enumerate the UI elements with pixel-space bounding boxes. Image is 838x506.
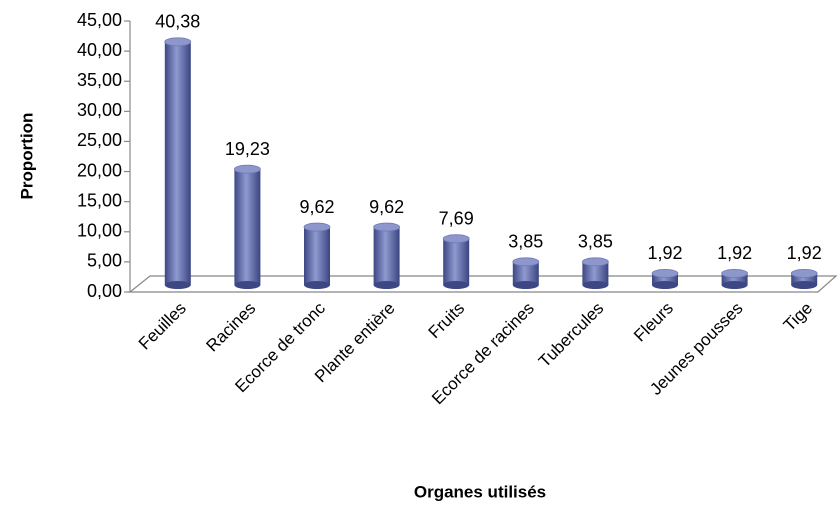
y-tick-label: 30,00 xyxy=(77,100,122,120)
y-tick-label: 40,00 xyxy=(77,40,122,60)
bar xyxy=(791,273,818,285)
y-tick-label: 45,00 xyxy=(77,10,122,30)
value-label: 40,38 xyxy=(155,12,200,32)
bar-top xyxy=(582,257,609,267)
floor xyxy=(128,275,838,293)
y-tick-label: 20,00 xyxy=(77,160,122,180)
bar-bottom xyxy=(304,281,330,289)
bar xyxy=(652,273,678,285)
bar-bottom xyxy=(791,281,818,289)
bar-top xyxy=(790,269,818,278)
x-tick-label: Tige xyxy=(780,299,816,335)
y-tick-label: 0,00 xyxy=(87,281,122,301)
bar-top xyxy=(442,234,470,244)
x-tick-label: Racines xyxy=(203,299,260,356)
value-label: 1,92 xyxy=(717,243,752,263)
bar-top xyxy=(651,269,679,278)
y-tick-label: 5,00 xyxy=(87,251,122,271)
value-label: 19,23 xyxy=(225,139,270,159)
bar xyxy=(234,169,261,285)
bar-top xyxy=(373,222,401,232)
y-tick-label: 35,00 xyxy=(77,70,122,90)
x-axis-title: Organes utilisés xyxy=(414,482,546,501)
y-tick-label: 15,00 xyxy=(77,190,122,210)
bar-bottom xyxy=(443,281,470,289)
bar xyxy=(443,238,470,285)
bar xyxy=(373,227,400,285)
bar-top xyxy=(512,257,540,267)
y-tick-label: 25,00 xyxy=(77,130,122,150)
value-label: 3,85 xyxy=(508,232,543,252)
bar xyxy=(721,273,748,285)
x-tick-label: Fleurs xyxy=(630,299,677,346)
value-label: 7,69 xyxy=(439,208,474,228)
x-tick-label: Fruits xyxy=(425,299,468,342)
x-tick-label: Tubercules xyxy=(535,299,607,371)
bar-bottom xyxy=(373,281,400,289)
bar xyxy=(512,261,539,285)
bar-bottom xyxy=(164,281,191,289)
bar-top xyxy=(233,164,261,174)
y-axis-title: Proportion xyxy=(17,113,36,200)
bar-bottom xyxy=(652,281,678,289)
bar-bottom xyxy=(512,281,539,289)
bar xyxy=(582,261,609,285)
bar-top xyxy=(164,37,192,47)
y-tick-label: 10,00 xyxy=(77,221,122,241)
value-label: 9,62 xyxy=(299,197,334,217)
bar-bottom xyxy=(234,281,261,289)
bar-top xyxy=(721,269,748,278)
bar xyxy=(164,41,191,286)
value-label: 1,92 xyxy=(647,243,682,263)
bar-bottom xyxy=(582,281,609,289)
value-label: 1,92 xyxy=(787,243,822,263)
bar-top xyxy=(303,222,331,232)
value-label: 3,85 xyxy=(578,232,613,252)
x-tick-label: Feuilles xyxy=(135,299,190,354)
value-label: 9,62 xyxy=(369,197,404,217)
bar xyxy=(304,227,330,285)
bar-bottom xyxy=(721,281,748,289)
